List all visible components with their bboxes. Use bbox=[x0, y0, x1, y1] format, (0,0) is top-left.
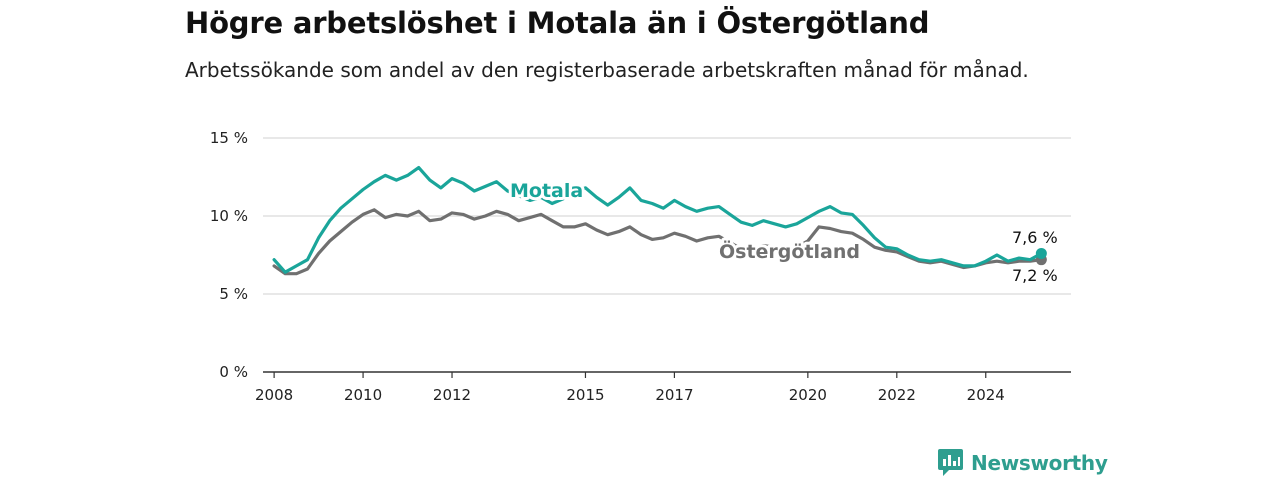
bar-chart-icon bbox=[938, 449, 963, 476]
labels: MotalaMotalaÖstergötlandÖstergötland7,6 … bbox=[507, 177, 1058, 285]
series-label-motala-halo: Motala bbox=[510, 180, 583, 202]
x-tick-label: 2015 bbox=[566, 386, 604, 404]
x-tick-label: 2024 bbox=[967, 386, 1005, 404]
y-tick-label: 5 % bbox=[219, 285, 248, 303]
x-tick-label: 2017 bbox=[655, 386, 693, 404]
x-tick-label: 2020 bbox=[789, 386, 827, 404]
series bbox=[272, 166, 1047, 276]
end-label-ostergotland: 7,2 % bbox=[1012, 266, 1058, 285]
series-label-ostergotland-halo: Östergötland bbox=[719, 239, 860, 263]
y-tick-label: 15 % bbox=[210, 129, 248, 147]
series-line-ostergotland bbox=[272, 208, 1043, 276]
end-label-motala: 7,6 % bbox=[1012, 228, 1058, 247]
x-tick-label: 2012 bbox=[433, 386, 471, 404]
end-point-motala bbox=[1035, 247, 1047, 259]
y-tick-label: 0 % bbox=[219, 363, 248, 381]
chart-subtitle: Arbetssökande som andel av den registerb… bbox=[185, 58, 1029, 82]
x-tick-label: 2008 bbox=[255, 386, 293, 404]
y-tick-label: 10 % bbox=[210, 207, 248, 225]
chart-title: Högre arbetslöshet i Motala än i Östergö… bbox=[185, 6, 930, 40]
series-line-motala bbox=[272, 166, 1043, 274]
series-label-motala: Motala bbox=[510, 180, 583, 202]
newsworthy-logo: Newsworthy bbox=[937, 448, 1108, 478]
brand-name: Newsworthy bbox=[971, 451, 1108, 475]
series-label-ostergotland: Östergötland bbox=[719, 239, 860, 263]
axes: 0 % 5 % 10 % 15 % 2008 2010 2012 2015 2017 2020 20… bbox=[210, 129, 1071, 404]
x-tick-label: 2022 bbox=[878, 386, 916, 404]
x-tick-label: 2010 bbox=[344, 386, 382, 404]
